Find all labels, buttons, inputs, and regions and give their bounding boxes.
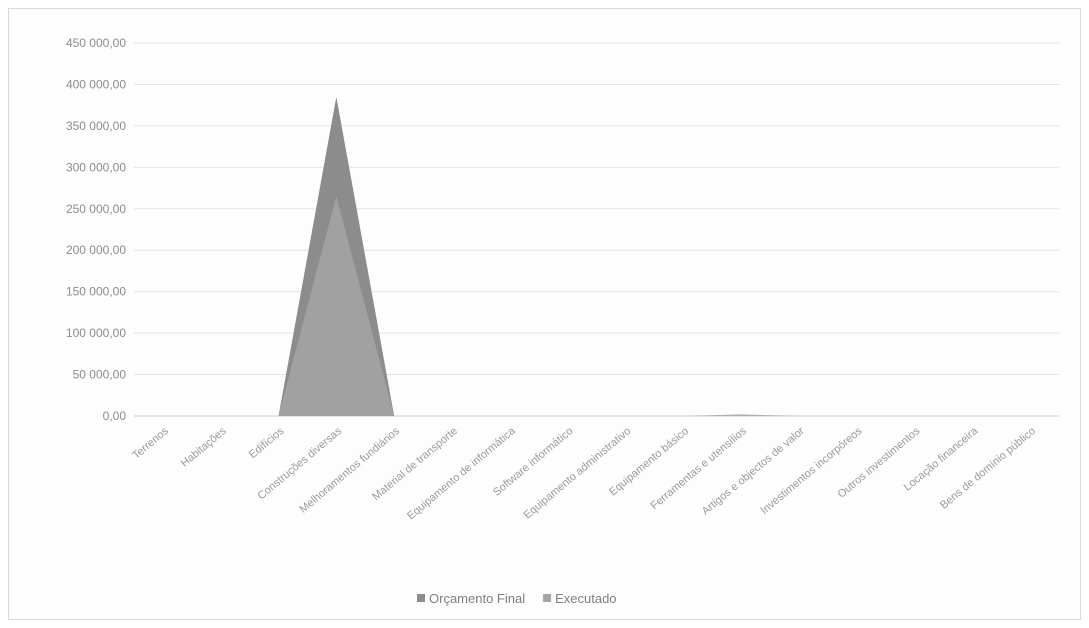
- chart-svg: 0,00 50 000,00 100 000,00 150 000,00 200 000…: [66, 36, 1059, 606]
- chart-frame: 0,00 50 000,00 100 000,00 150 000,00 200 000…: [8, 8, 1081, 620]
- legend-label: Executado: [555, 591, 616, 606]
- x-category-label: Investimentos incorpóreos: [759, 425, 865, 517]
- x-category-label: Melhoramentos fundiários: [297, 425, 402, 516]
- x-category-label: Equipamento administrativo: [522, 425, 634, 521]
- y-tick-label: 300 000,00: [66, 160, 126, 174]
- x-category-label: Bens de domínio público: [938, 425, 1038, 512]
- legend: Orçamento Final Executado: [417, 591, 617, 606]
- x-category-label: Terrenos: [130, 425, 171, 462]
- y-tick-label: 450 000,00: [66, 36, 126, 50]
- legend-swatch: [543, 594, 552, 602]
- x-category-label: Artigos e objectos de valor: [700, 425, 807, 518]
- x-category-label: Ferramentas e utensílios: [649, 425, 750, 512]
- y-tick-label: 400 000,00: [66, 77, 126, 91]
- y-tick-label: 250 000,00: [66, 202, 126, 216]
- area-series-2: [162, 196, 1031, 416]
- legend-swatch: [417, 594, 425, 602]
- y-tick-label: 350 000,00: [66, 119, 126, 133]
- grid-layer: [134, 42, 1059, 417]
- x-category-label: Habitações: [179, 425, 229, 470]
- y-tick-label: 0,00: [103, 409, 127, 423]
- x-category-label: Equipamento de informática: [405, 425, 518, 523]
- legend-label: Orçamento Final: [429, 591, 525, 606]
- y-tick-label: 200 000,00: [66, 243, 126, 257]
- x-category-label: Edifícios: [247, 425, 287, 461]
- area-series-1: [162, 96, 1031, 416]
- y-tick-label: 150 000,00: [66, 285, 126, 299]
- y-tick-label: 50 000,00: [73, 368, 127, 382]
- y-tick-label: 100 000,00: [66, 326, 126, 340]
- area-layer: [162, 96, 1031, 416]
- y-axis-tick-labels: 0,00 50 000,00 100 000,00 150 000,00 200 000…: [66, 36, 126, 423]
